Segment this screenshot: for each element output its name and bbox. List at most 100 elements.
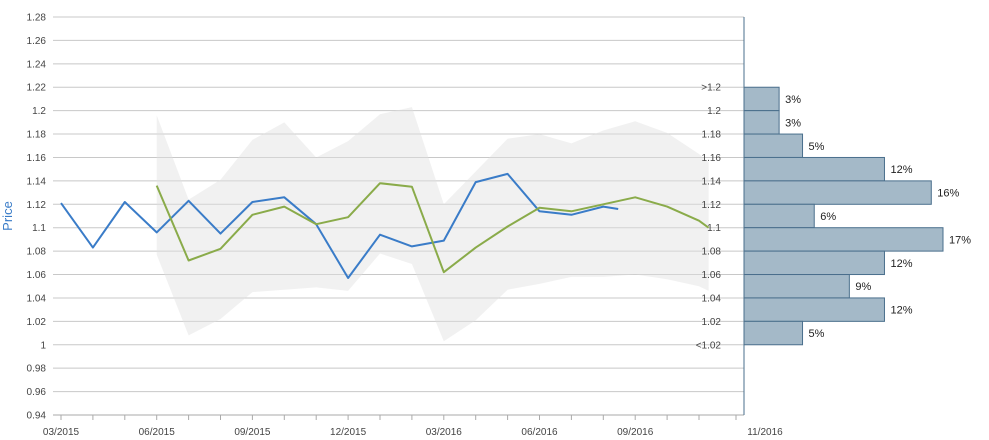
- distribution-bar-label: 12%: [890, 258, 912, 270]
- labels: 0.94 0.96 0.98 1 1.02 1.04 1.06 1.08 1.1 1.12 1.14…: [0, 13, 783, 439]
- distribution-bar: [743, 110, 780, 135]
- bucket-label: >1.2: [701, 83, 721, 94]
- data-point: [539, 207, 541, 209]
- distribution-bar-label: 17%: [949, 234, 971, 246]
- y-tick-label: 1.2: [32, 106, 46, 117]
- distribution-bar: [743, 227, 944, 252]
- data-point: [251, 201, 253, 203]
- data-point: [220, 248, 222, 250]
- data-point: [475, 247, 477, 249]
- data-point: [220, 233, 222, 235]
- data-point: [634, 196, 636, 198]
- distribution-bar-label: 16%: [937, 188, 959, 200]
- data-point: [617, 208, 619, 210]
- y-tick-label: 1.28: [27, 13, 47, 24]
- data-point: [251, 214, 253, 216]
- y-tick-label: 1.14: [27, 176, 47, 187]
- data-point: [411, 245, 413, 247]
- distribution-bar-label: 6%: [820, 211, 836, 223]
- bucket-label: 1.04: [702, 293, 722, 304]
- bucket-label: 1.02: [702, 317, 722, 328]
- x-tick-label: 11/2016: [747, 427, 783, 438]
- y-tick-label: 1.12: [27, 200, 47, 211]
- data-point: [92, 247, 94, 249]
- data-point: [698, 220, 700, 222]
- data-point: [347, 277, 349, 279]
- y-tick-label: 1.24: [27, 59, 47, 70]
- data-point: [188, 259, 190, 261]
- data-point: [507, 173, 509, 175]
- y-tick-label: 1.08: [27, 247, 47, 258]
- data-point: [379, 182, 381, 184]
- x-tick-label: 03/2015: [43, 427, 80, 438]
- data-point: [379, 234, 381, 236]
- data-point: [60, 202, 62, 204]
- bucket-label: 1.18: [702, 130, 722, 141]
- data-point: [124, 201, 126, 203]
- distribution-bar-label: 5%: [809, 328, 825, 340]
- y-tick-label: 1.04: [27, 293, 47, 304]
- data-point: [602, 203, 604, 205]
- y-tick-label: 1.16: [27, 153, 47, 164]
- distribution-bar-label: 9%: [855, 281, 871, 293]
- y-tick-label: 1.02: [27, 317, 47, 328]
- data-point: [188, 200, 190, 202]
- y-tick-label: 1.18: [27, 130, 47, 141]
- data-point: [475, 181, 477, 183]
- data-point: [156, 185, 158, 187]
- gridlines: [53, 16, 744, 416]
- x-tick-label: 12/2015: [330, 427, 367, 438]
- bucket-label: 1.14: [702, 176, 722, 187]
- data-point: [283, 196, 285, 198]
- distribution-bar-label: 3%: [785, 117, 801, 129]
- y-axis-title: Price: [0, 201, 15, 231]
- y-tick-label: 1.22: [27, 83, 47, 94]
- data-point: [156, 231, 158, 233]
- distribution-bar-label: 3%: [785, 94, 801, 106]
- bucket-label: 1.1: [707, 223, 721, 234]
- bucket-label: 1.12: [702, 200, 722, 211]
- range-band-area: [156, 107, 709, 342]
- forecast-range-band: [156, 107, 709, 342]
- data-point: [315, 223, 317, 225]
- y-tick-label: 1.06: [27, 270, 47, 281]
- distribution-bar-label: 5%: [809, 141, 825, 153]
- x-tick-label: 06/2016: [521, 427, 558, 438]
- data-point: [347, 216, 349, 218]
- y-tick-label: 0.96: [27, 387, 47, 398]
- distribution-bar: [743, 320, 804, 346]
- bucket-label: 1.06: [702, 270, 722, 281]
- y-tick-label: 0.94: [27, 411, 47, 422]
- data-point: [570, 210, 572, 212]
- data-point: [666, 206, 668, 208]
- bucket-label: 1.16: [702, 153, 722, 164]
- bucket-label: 1.08: [702, 247, 722, 258]
- x-tick-label: 06/2015: [139, 427, 176, 438]
- x-tick-label: 09/2016: [617, 427, 654, 438]
- distribution-bar: [743, 297, 885, 322]
- distribution-bar: [743, 180, 932, 205]
- y-tick-label: 1.26: [27, 36, 47, 47]
- data-point: [507, 226, 509, 228]
- distribution-bar-label: 12%: [890, 305, 912, 317]
- series-line-green: [155, 182, 710, 274]
- x-tick-label: 09/2015: [234, 427, 271, 438]
- data-point: [602, 206, 604, 208]
- distribution-bar: [743, 274, 850, 299]
- data-point: [539, 210, 541, 212]
- distribution-bars: 3% 3% 5% 12% 16% 6% 17% 12% 9% 12% 5%: [743, 86, 971, 346]
- y-tick-label: 1.1: [32, 223, 46, 234]
- data-point: [443, 240, 445, 242]
- bucket-label: <1.02: [696, 340, 722, 351]
- x-tick-label: 03/2016: [426, 427, 463, 438]
- bucket-label: 1.2: [707, 106, 721, 117]
- data-point: [570, 214, 572, 216]
- y-tick-label: 1: [40, 340, 46, 351]
- distribution-bar: [743, 86, 780, 112]
- data-point: [443, 271, 445, 273]
- data-point: [411, 186, 413, 188]
- y-tick-label: 0.98: [27, 364, 47, 375]
- distribution-bar: [743, 203, 815, 229]
